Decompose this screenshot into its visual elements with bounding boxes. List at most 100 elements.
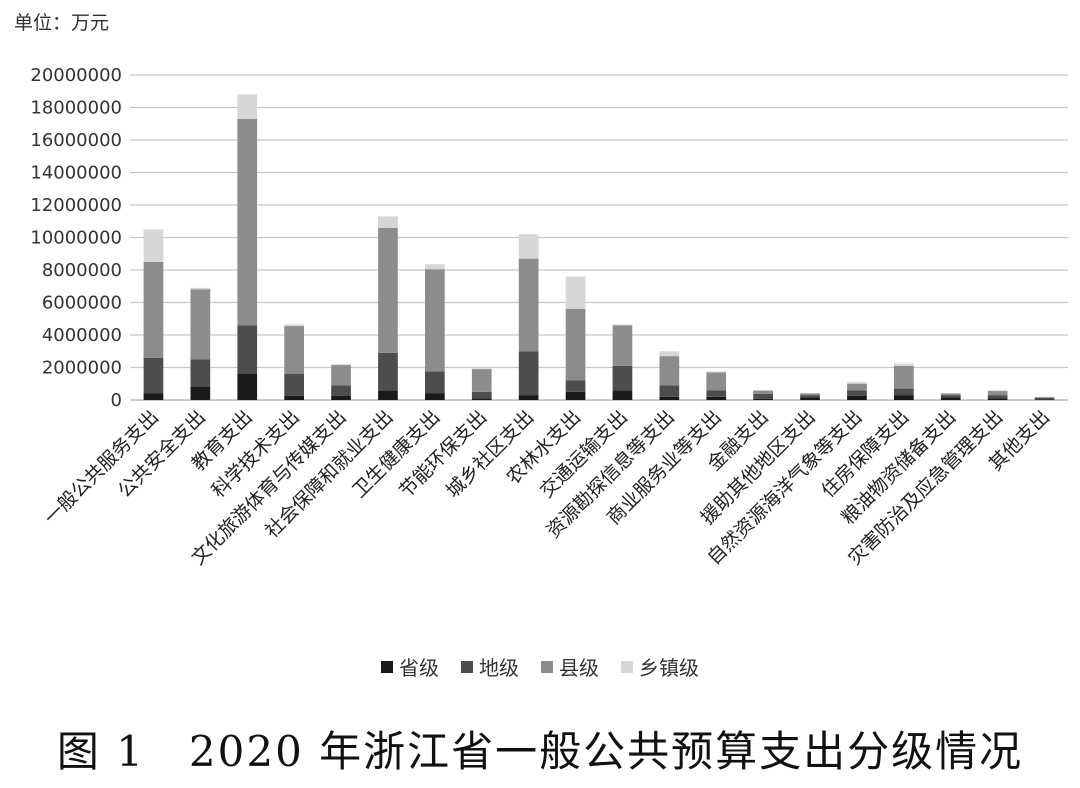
- bar-segment: [378, 390, 398, 400]
- bar-segment: [894, 395, 914, 400]
- y-tick-label: 14000000: [30, 163, 122, 184]
- unit-label: 单位：万元: [14, 12, 110, 34]
- bar-segment: [518, 234, 539, 259]
- bar-segment: [425, 371, 445, 394]
- bar-segment: [565, 276, 586, 309]
- bar-segment: [237, 94, 258, 119]
- bar-segment: [331, 365, 351, 386]
- bar-segment: [284, 324, 304, 327]
- y-tick-label: 2000000: [42, 358, 122, 379]
- bar-segment: [237, 325, 258, 374]
- bar-segment: [753, 398, 773, 400]
- legend-swatch: [541, 660, 553, 673]
- bar-segment: [847, 395, 867, 400]
- bar-segment: [190, 359, 211, 387]
- bar-segment: [706, 372, 727, 391]
- y-tick-label: 4000000: [42, 325, 122, 346]
- bar-segment: [518, 351, 539, 396]
- bar-segment: [143, 261, 164, 358]
- bar-segment: [706, 371, 727, 373]
- legend-label: 县级: [559, 656, 599, 680]
- bar-segment: [425, 264, 445, 270]
- bar-segment: [331, 395, 351, 400]
- bar-segment: [284, 395, 304, 400]
- bar-segment: [706, 396, 727, 400]
- bar-segment: [800, 393, 820, 396]
- bar-segment: [565, 380, 586, 392]
- legend-item: 县级: [541, 652, 599, 681]
- bar-segment: [847, 383, 867, 391]
- y-tick-label: 18000000: [30, 98, 122, 119]
- figure-caption: 图 1 2020 年浙江省一般公共预算支出分级情况: [56, 727, 1024, 776]
- bar-segment: [753, 393, 773, 399]
- bar-segment: [659, 385, 680, 397]
- bar-segment: [471, 368, 492, 370]
- bar-segment: [237, 118, 258, 326]
- bar-segment: [847, 382, 867, 384]
- bar-segment: [940, 395, 961, 398]
- y-tick-label: 20000000: [30, 65, 122, 86]
- bar-segment: [940, 393, 961, 396]
- legend-swatch: [381, 660, 393, 673]
- bar-segment: [1034, 397, 1055, 398]
- bar-segment: [331, 385, 351, 396]
- bar-segment: [143, 357, 164, 394]
- bar-segment: [987, 391, 1008, 396]
- bar-segment: [471, 398, 492, 400]
- bar-segment: [471, 369, 492, 392]
- bar-segment: [987, 390, 1008, 392]
- y-tick-label: 0: [111, 390, 122, 411]
- bar-segment: [987, 395, 1008, 399]
- bar-segment: [190, 387, 211, 400]
- bar-segment: [143, 229, 164, 262]
- bar-segment: [425, 269, 445, 372]
- bar-segment: [612, 390, 633, 400]
- bar-segment: [331, 364, 351, 366]
- bar-segment: [378, 227, 398, 353]
- y-tick-label: 8000000: [42, 260, 122, 281]
- y-tick-label: 12000000: [30, 195, 122, 216]
- legend-label: 省级: [399, 656, 439, 680]
- bar-segment: [143, 393, 164, 400]
- chart-legend: 省级 地级 县级 乡镇级: [0, 652, 1080, 681]
- bar-segment: [1034, 397, 1055, 400]
- bar-segment: [612, 365, 633, 391]
- bar-segment: [190, 289, 211, 360]
- bar-segment: [378, 352, 398, 391]
- bar-segment: [284, 326, 304, 374]
- bar-segment: [706, 390, 727, 397]
- bar-segment: [847, 390, 867, 396]
- bar-segment: [987, 398, 1008, 400]
- bar-segment: [659, 396, 680, 400]
- stacked-bar-chart: 0 2000000 4000000 6000000 8000000 10000000 120…: [30, 65, 1068, 569]
- legend-item: 省级: [381, 652, 439, 681]
- y-tick-label: 6000000: [42, 293, 122, 314]
- bar-segment: [190, 287, 211, 290]
- bar-segment: [471, 391, 492, 399]
- bar-segment: [425, 393, 445, 400]
- y-tick-label: 10000000: [30, 228, 122, 249]
- bar-segment: [237, 374, 258, 400]
- bar-segment: [378, 216, 398, 228]
- bar-segment: [800, 395, 820, 398]
- bar-segment: [800, 397, 820, 400]
- y-tick-label: 16000000: [30, 130, 122, 151]
- bar-segment: [894, 365, 914, 389]
- bar-segment: [894, 388, 914, 396]
- bar-segment: [659, 356, 680, 386]
- legend-label: 地级: [479, 656, 519, 680]
- bar-segment: [659, 351, 680, 357]
- bar-segment: [284, 374, 304, 396]
- bar-segment: [940, 397, 961, 400]
- legend-item: 地级: [461, 652, 519, 681]
- bar-segment: [518, 258, 539, 352]
- bar-segment: [753, 390, 773, 394]
- bar-segment: [612, 325, 633, 366]
- bar-segment: [894, 363, 914, 366]
- bar-segment: [565, 391, 586, 400]
- bar-segment: [565, 309, 586, 381]
- bar-segment: [518, 395, 539, 400]
- bar-segment: [1034, 399, 1055, 400]
- legend-item: 乡镇级: [621, 652, 699, 681]
- bar-segment: [612, 324, 633, 326]
